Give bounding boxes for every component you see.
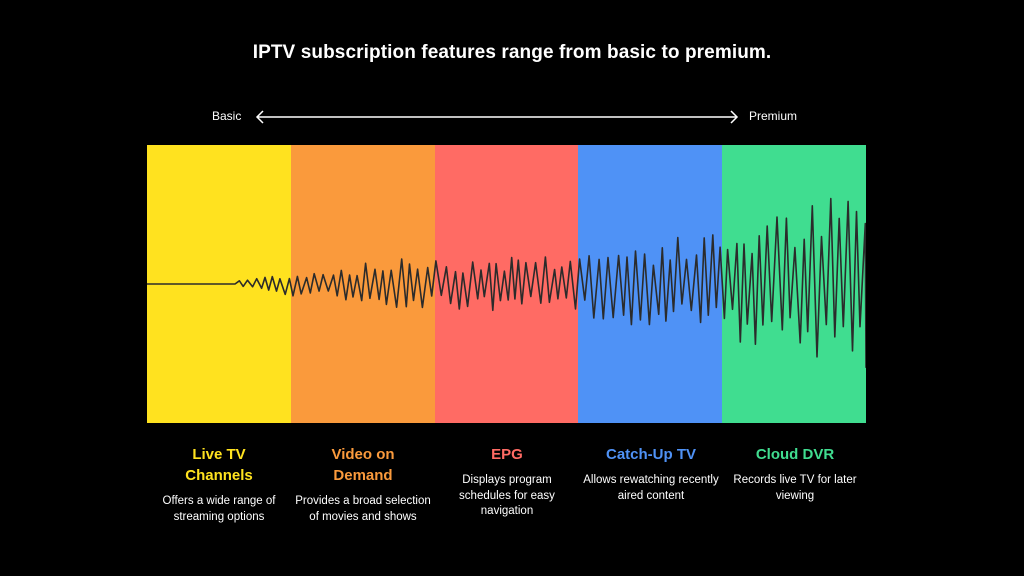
feature-description: Allows rewatching recently aired content	[583, 474, 719, 502]
page-title: IPTV subscription features range from ba…	[252, 42, 772, 63]
feature-title: Cloud DVR	[755, 446, 835, 463]
scale-label-basic: Basic	[212, 109, 242, 123]
feature-title: Live TV Channels	[185, 446, 253, 484]
feature-description: Provides a broad selection of movies and…	[295, 495, 431, 523]
feature-title: Catch-Up TV	[606, 446, 696, 463]
signal-waveform	[147, 197, 866, 368]
feature-title: EPG	[491, 446, 523, 463]
feature-title: Video on Demand	[331, 446, 395, 484]
feature-catch-up-tv: Catch-Up TV Allows rewatching recently a…	[579, 444, 723, 504]
feature-epg: EPG Displays program schedules for easy …	[435, 444, 579, 520]
feature-live-tv: Live TV Channels Offers a wide range of …	[147, 444, 291, 525]
feature-description: Offers a wide range of streaming options	[162, 495, 276, 523]
feature-description: Records live TV for later viewing	[733, 474, 857, 502]
feature-cloud-dvr: Cloud DVR Records live TV for later view…	[723, 444, 867, 504]
feature-description: Displays program schedules for easy navi…	[459, 474, 555, 517]
waveform-line	[147, 197, 866, 368]
double-arrow-icon	[255, 110, 739, 124]
scale-label-premium: Premium	[749, 109, 798, 123]
feature-video-on-demand: Video on Demand Provides a broad selecti…	[291, 444, 435, 525]
